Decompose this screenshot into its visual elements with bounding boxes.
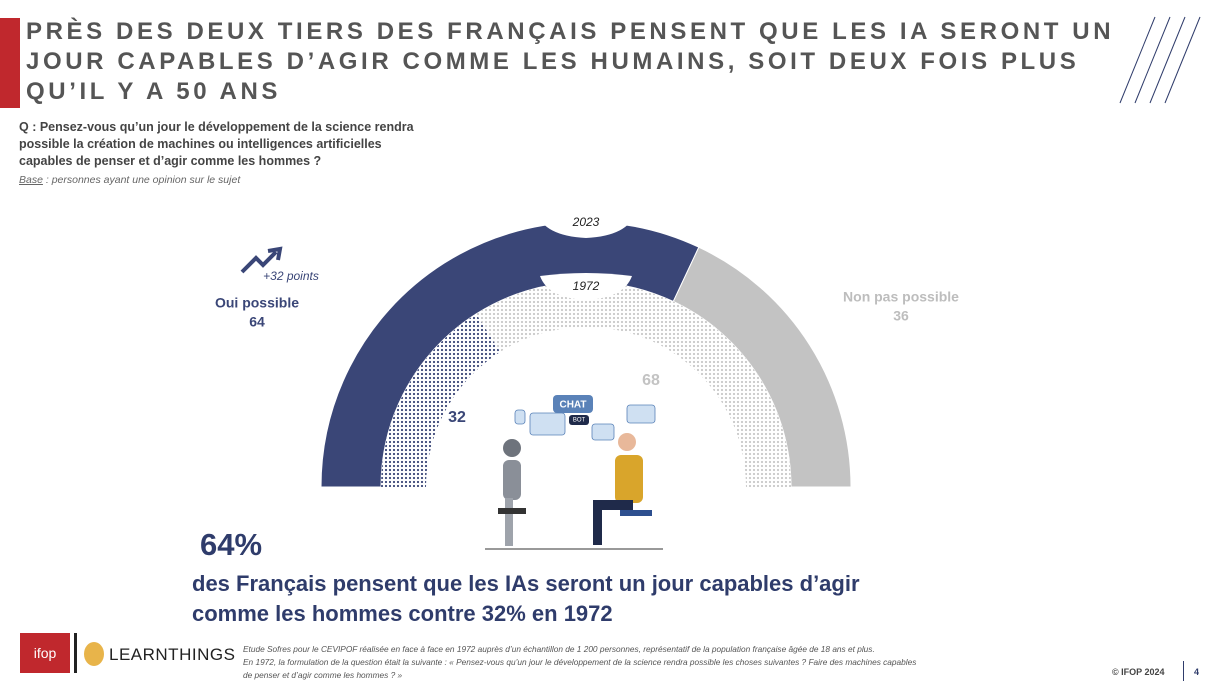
chart: 2023 1972 Oui possible 64 Non pas possible 36… bbox=[214, 208, 960, 550]
robot-leg bbox=[505, 498, 513, 546]
series-label: 1972 bbox=[573, 279, 600, 293]
chair bbox=[620, 510, 652, 516]
logo-learnthings: LEARNTHINGS bbox=[109, 645, 236, 664]
base-note: Base : personnes ayant une opinion sur l… bbox=[19, 174, 240, 186]
base-label: Base bbox=[19, 174, 43, 186]
annotation: +32 points bbox=[263, 269, 319, 283]
highlight-stat: 64% bbox=[200, 527, 263, 562]
page-divider bbox=[1183, 661, 1184, 681]
robot-body bbox=[503, 460, 521, 500]
robot-head bbox=[503, 439, 521, 457]
question-line: capables de penser et d’agir comme les h… bbox=[19, 154, 322, 168]
msg-bubble bbox=[591, 423, 615, 441]
footer-note: de penser et d’agir comme les hommes ? » bbox=[243, 670, 403, 680]
chat-bubble bbox=[553, 395, 593, 413]
highlight-line: comme les hommes contre 32% en 1972 bbox=[192, 601, 613, 626]
title-line: JOUR CAPABLES D’AGIR COMME LES HUMAINS, … bbox=[26, 48, 1080, 75]
msg-bubble bbox=[626, 404, 656, 424]
copyright: © IFOP 2024 bbox=[1112, 667, 1165, 677]
page-number: 4 bbox=[1194, 667, 1200, 677]
person-body bbox=[615, 455, 643, 503]
illustration: CHAT BOT bbox=[485, 395, 665, 550]
decor-lines bbox=[1119, 16, 1201, 104]
trend-arrow bbox=[240, 246, 283, 274]
msg-bubble bbox=[529, 412, 566, 436]
accent-bar bbox=[0, 18, 20, 108]
bubble-text: CHAT bbox=[559, 400, 586, 411]
person-legs bbox=[593, 500, 633, 510]
chair bbox=[498, 508, 526, 514]
logo-ifop: ifop bbox=[20, 633, 70, 673]
logo-divider bbox=[74, 633, 77, 673]
title-line: QU’IL Y A 50 ANS bbox=[26, 78, 282, 105]
value-label: 64 bbox=[249, 314, 265, 330]
bot-badge bbox=[569, 415, 589, 425]
footer-note: Etude Sofres pour le CEVIPOF réalisée en… bbox=[243, 644, 875, 654]
highlight-line: des Français pensent que les IAs seront … bbox=[192, 571, 860, 596]
value-label: 32 bbox=[448, 409, 466, 426]
series-label: 2023 bbox=[572, 215, 600, 229]
value-label: 68 bbox=[642, 372, 660, 389]
person-shin bbox=[593, 505, 602, 545]
category-label: Non pas possible bbox=[843, 289, 959, 305]
question-line: possible la création de machines ou inte… bbox=[19, 137, 382, 151]
year-tab bbox=[540, 273, 632, 300]
footer-note: En 1972, la formulation de la question é… bbox=[243, 657, 917, 667]
logo-icon bbox=[84, 642, 104, 666]
year-tab bbox=[536, 208, 636, 238]
badge-text: BOT bbox=[573, 418, 586, 424]
question-line: Q : Pensez-vous qu’un jour le développem… bbox=[19, 120, 414, 134]
arc-segment bbox=[381, 313, 501, 487]
category-label: Oui possible bbox=[215, 295, 299, 311]
base-text: : personnes ayant une opinion sur le suj… bbox=[42, 174, 241, 186]
msg-bubble bbox=[514, 409, 526, 425]
arc-segment bbox=[476, 282, 791, 487]
value-label: 36 bbox=[893, 308, 909, 324]
title-line: PRÈS DES DEUX TIERS DES FRANÇAIS PENSENT… bbox=[26, 18, 1115, 45]
person-head bbox=[618, 433, 636, 451]
